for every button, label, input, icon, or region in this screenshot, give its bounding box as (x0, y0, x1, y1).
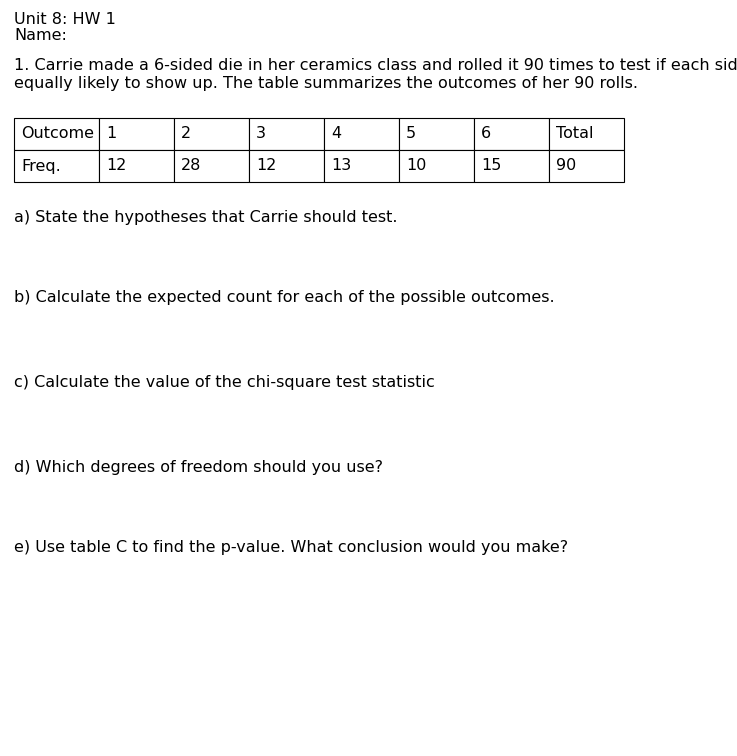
Text: equally likely to show up. The table summarizes the outcomes of her 90 rolls.: equally likely to show up. The table sum… (14, 76, 638, 91)
Text: b) Calculate the expected count for each of the possible outcomes.: b) Calculate the expected count for each… (14, 290, 555, 305)
Text: Name:: Name: (14, 28, 67, 43)
Text: 1. Carrie made a 6-sided die in her ceramics class and rolled it 90 times to tes: 1. Carrie made a 6-sided die in her cera… (14, 58, 737, 73)
Text: 10: 10 (406, 159, 427, 173)
Bar (99, 118, 174, 150)
Bar (249, 150, 324, 182)
Bar (549, 118, 624, 150)
Text: 4: 4 (331, 126, 341, 141)
Bar (399, 150, 474, 182)
Bar (249, 118, 324, 150)
Text: Outcome: Outcome (21, 126, 94, 141)
Text: 2: 2 (181, 126, 191, 141)
Bar (474, 150, 549, 182)
Text: c) Calculate the value of the chi-square test statistic: c) Calculate the value of the chi-square… (14, 375, 435, 390)
Bar (474, 118, 549, 150)
Text: 1: 1 (106, 126, 116, 141)
Text: 90: 90 (556, 159, 576, 173)
Text: Unit 8: HW 1: Unit 8: HW 1 (14, 12, 116, 27)
Text: 28: 28 (181, 159, 201, 173)
Text: 15: 15 (481, 159, 501, 173)
Bar (14, 118, 99, 150)
Text: Freq.: Freq. (21, 159, 60, 173)
Text: 3: 3 (256, 126, 266, 141)
Bar (549, 150, 624, 182)
Bar (99, 150, 174, 182)
Text: 12: 12 (106, 159, 126, 173)
Text: 5: 5 (406, 126, 416, 141)
Bar (324, 150, 399, 182)
Text: d) Which degrees of freedom should you use?: d) Which degrees of freedom should you u… (14, 460, 383, 475)
Bar (14, 150, 99, 182)
Bar (324, 118, 399, 150)
Text: 12: 12 (256, 159, 276, 173)
Bar (399, 118, 474, 150)
Text: Total: Total (556, 126, 593, 141)
Text: e) Use table C to find the p-value. What conclusion would you make?: e) Use table C to find the p-value. What… (14, 540, 568, 555)
Bar (174, 118, 249, 150)
Text: 6: 6 (481, 126, 491, 141)
Bar (174, 150, 249, 182)
Text: a) State the hypotheses that Carrie should test.: a) State the hypotheses that Carrie shou… (14, 210, 397, 225)
Text: 13: 13 (331, 159, 352, 173)
